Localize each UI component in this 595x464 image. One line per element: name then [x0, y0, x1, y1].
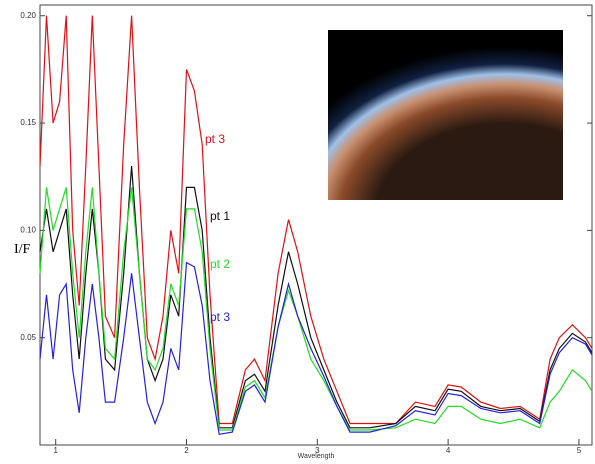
y-tick-label: 0.20 [20, 11, 36, 20]
x-tick-label: 5 [577, 446, 582, 455]
x-tick-label: 2 [184, 446, 189, 455]
inset-image [328, 30, 563, 200]
y-tick-label: 0.15 [20, 118, 36, 127]
y-axis-label: I/F [14, 242, 31, 257]
series-label: pt 3 [210, 310, 230, 324]
x-tick-label: 1 [53, 446, 58, 455]
y-tick-label: 0.05 [20, 333, 36, 342]
x-tick-label: 3 [315, 446, 320, 455]
series-label: pt 3 [205, 132, 225, 146]
chart: I/F Wavelength 0.050.100.150.2012345pt 3… [0, 0, 595, 464]
y-tick-label: 0.10 [20, 225, 36, 234]
series-label: pt 1 [210, 209, 230, 223]
x-tick-label: 4 [446, 446, 451, 455]
series-label: pt 2 [210, 257, 230, 271]
series-line [40, 166, 592, 428]
series-line [40, 187, 592, 430]
